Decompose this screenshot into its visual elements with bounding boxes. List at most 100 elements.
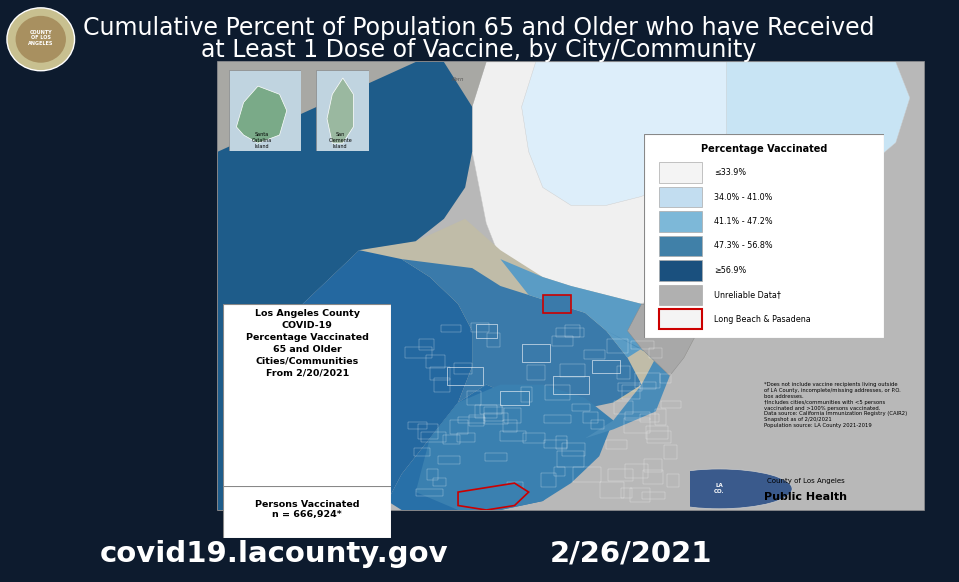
Bar [467,391,481,405]
Text: Santa
Catalina
Island: Santa Catalina Island [251,132,271,149]
Text: San
Bernardino: San Bernardino [824,200,854,211]
Bar [667,474,679,487]
Circle shape [15,16,66,63]
Bar [584,350,605,359]
Bar [504,409,522,423]
Bar [433,378,450,392]
Bar [443,435,459,444]
Text: 34.0% - 41.0%: 34.0% - 41.0% [714,193,772,201]
Polygon shape [218,62,472,510]
Bar [409,422,427,430]
Polygon shape [274,250,472,510]
Bar [659,236,702,256]
Bar [457,433,475,442]
Text: ≥56.9%: ≥56.9% [714,266,746,275]
Bar [544,416,571,423]
Bar [592,360,620,374]
Bar [433,478,447,486]
Bar [565,325,580,336]
Polygon shape [543,295,571,313]
Polygon shape [585,331,669,438]
Bar [643,470,663,484]
Bar [545,385,570,400]
Bar [541,473,555,487]
Bar [562,443,585,456]
Text: 2/26/2021: 2/26/2021 [550,540,713,568]
Bar [660,374,671,384]
Bar [659,211,702,232]
Text: Long Beach & Pasadena: Long Beach & Pasadena [714,315,810,324]
Bar [641,414,659,422]
Text: County of Los Angeles: County of Los Angeles [766,478,845,484]
Bar [418,424,438,439]
Text: Unreliable Data†: Unreliable Data† [714,290,781,299]
Bar [551,336,573,346]
Bar [501,391,528,404]
Text: 0: 0 [245,477,247,482]
Bar [405,347,432,357]
Bar [526,365,545,379]
Text: Percentage Vaccinated: Percentage Vaccinated [701,144,828,154]
Polygon shape [501,259,677,358]
Bar [664,445,677,459]
Text: N: N [236,457,242,463]
Polygon shape [627,304,698,375]
Bar [475,404,497,418]
Bar [643,492,665,499]
Text: covid19.lacounty.gov: covid19.lacounty.gov [100,540,449,568]
Text: Public Health: Public Health [764,492,847,502]
Bar [521,387,532,402]
Bar [416,489,443,496]
Bar [480,404,503,414]
Text: COUNTY
OF LOS
ANGELES: COUNTY OF LOS ANGELES [28,30,54,46]
Bar [645,427,667,438]
Text: 9 12: 9 12 [289,477,299,482]
Bar [615,400,633,414]
Bar [438,456,460,464]
Bar [608,469,634,481]
Bar [556,328,584,337]
Polygon shape [327,78,353,143]
Polygon shape [402,259,642,411]
Bar [523,433,545,443]
Bar [469,414,484,426]
Bar [629,488,649,502]
Bar [454,363,472,374]
Bar [556,451,584,467]
Bar [457,417,485,424]
Text: at Least 1 Dose of Vaccine, by City/Community: at Least 1 Dose of Vaccine, by City/Comm… [201,38,757,62]
Text: 41.1% - 47.2%: 41.1% - 47.2% [714,217,773,226]
Bar [573,404,591,411]
Bar [635,372,660,388]
Bar [606,339,628,353]
Polygon shape [472,62,783,322]
Text: *Does not include vaccine recipients living outside
of LA County, incomplete/mis: *Does not include vaccine recipients liv… [764,382,907,428]
Bar [600,482,624,498]
Bar [555,435,567,449]
Bar [624,413,650,420]
Text: San
Clemente
Island: San Clemente Island [328,132,352,149]
Text: Ventura: Ventura [335,418,356,423]
Bar [450,420,468,434]
Text: Los Angeles County
COVID-19
Percentage Vaccinated
65 and Older
Cities/Communitie: Los Angeles County COVID-19 Percentage V… [246,310,369,377]
Bar [484,407,503,421]
Bar [503,420,517,432]
Bar [649,347,662,358]
Bar [659,309,702,329]
Polygon shape [218,62,486,250]
Bar [553,375,589,393]
Bar [484,413,508,424]
Polygon shape [387,385,585,510]
Bar [522,344,550,362]
Text: Kern: Kern [452,77,464,83]
Bar [274,476,289,478]
Bar [659,285,702,305]
Text: Orange: Orange [773,485,793,490]
Bar [625,464,647,478]
Circle shape [646,469,792,509]
Bar [246,476,260,478]
Bar [418,339,434,350]
Bar [560,364,585,377]
Text: 6: 6 [273,477,276,482]
Bar [591,420,604,430]
